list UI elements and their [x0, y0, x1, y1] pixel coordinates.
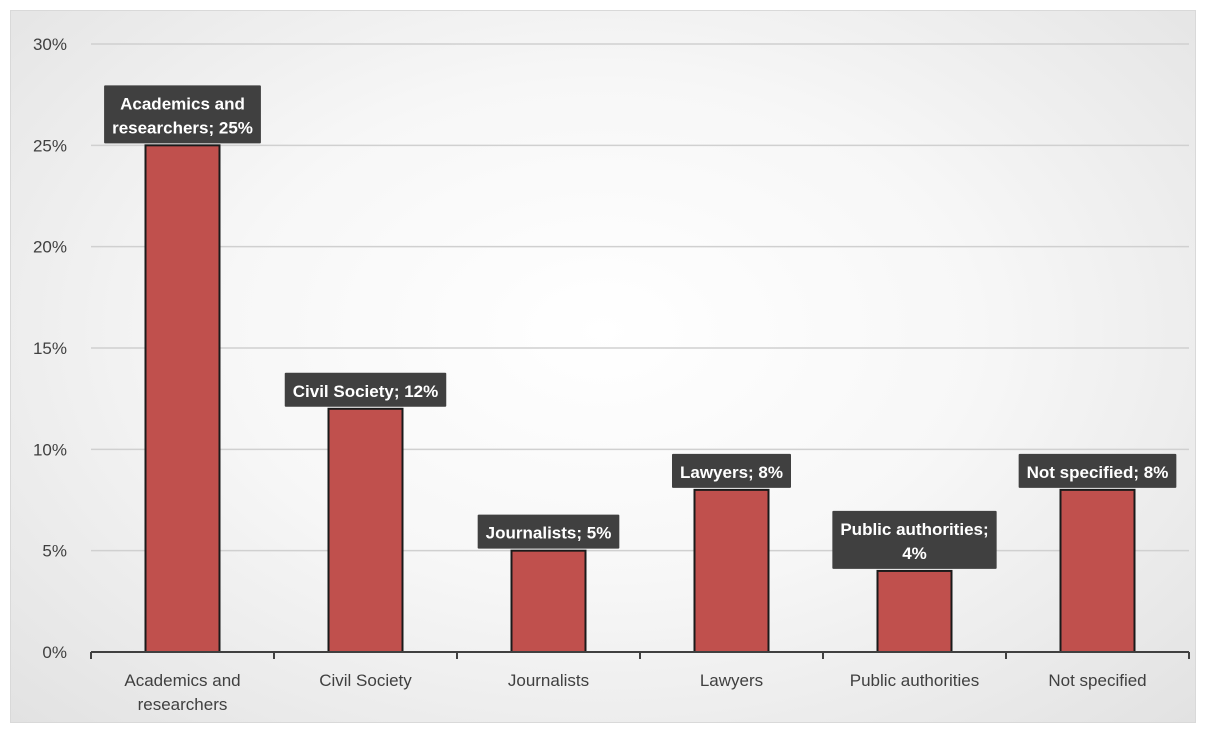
- data-label-text: Civil Society; 12%: [293, 382, 439, 401]
- bar-chart: 0% 5% 10% 15% 20% 25% 30% Academics and researc…: [33, 35, 1190, 714]
- bar: [144, 144, 221, 653]
- data-label-text: Lawyers; 8%: [680, 463, 783, 482]
- y-tick-label: 5%: [42, 542, 67, 561]
- x-category-label: Lawyers: [700, 671, 763, 690]
- x-category-label: Academics and researchers: [124, 671, 240, 714]
- y-axis-tick-labels: 0% 5% 10% 15% 20% 25% 30%: [33, 35, 67, 662]
- y-tick-label: 0%: [42, 643, 67, 662]
- data-label-text: Journalists; 5%: [486, 524, 612, 543]
- data-label-text: Not specified; 8%: [1027, 463, 1169, 482]
- data-label-text: Public authorities; 4%: [840, 520, 988, 563]
- data-label-box: [1018, 453, 1177, 488]
- bar: [327, 407, 404, 653]
- data-labels: Academics and researchers; 25% Civil Socie…: [104, 85, 1177, 569]
- data-label: Lawyers; 8%: [672, 453, 791, 488]
- data-label: Journalists; 5%: [477, 514, 620, 549]
- data-label: Academics and researchers; 25%: [104, 85, 261, 144]
- data-label-box: [672, 453, 791, 488]
- x-axis: [90, 651, 1190, 659]
- data-label-box: [104, 85, 261, 144]
- bar: [1059, 488, 1136, 653]
- y-tick-label: 30%: [33, 35, 67, 54]
- bar: [510, 549, 587, 654]
- x-category-label: Civil Society: [319, 671, 412, 690]
- y-tick-label: 20%: [33, 238, 67, 257]
- x-category-label: Not specified: [1048, 671, 1146, 690]
- x-category-label: Journalists: [508, 671, 589, 690]
- data-label-box: [477, 514, 620, 549]
- x-category-label: Public authorities: [850, 671, 979, 690]
- x-axis-category-labels: Academics and researchers Civil Society Jou…: [124, 671, 1146, 714]
- data-label: Civil Society; 12%: [284, 372, 447, 407]
- bars: [144, 144, 1136, 654]
- y-tick-label: 10%: [33, 440, 67, 459]
- data-label-box: [284, 372, 447, 407]
- gridlines: [91, 43, 1189, 552]
- bar: [693, 488, 770, 653]
- y-tick-label: 25%: [33, 136, 67, 155]
- chart-area: 0% 5% 10% 15% 20% 25% 30% Academics and researc…: [10, 10, 1196, 723]
- data-label-text: Academics and researchers; 25%: [112, 94, 253, 137]
- data-label: Not specified; 8%: [1018, 453, 1177, 488]
- y-tick-label: 15%: [33, 339, 67, 358]
- bar: [876, 569, 953, 654]
- data-label: Public authorities; 4%: [832, 510, 997, 569]
- data-label-box: [832, 510, 997, 569]
